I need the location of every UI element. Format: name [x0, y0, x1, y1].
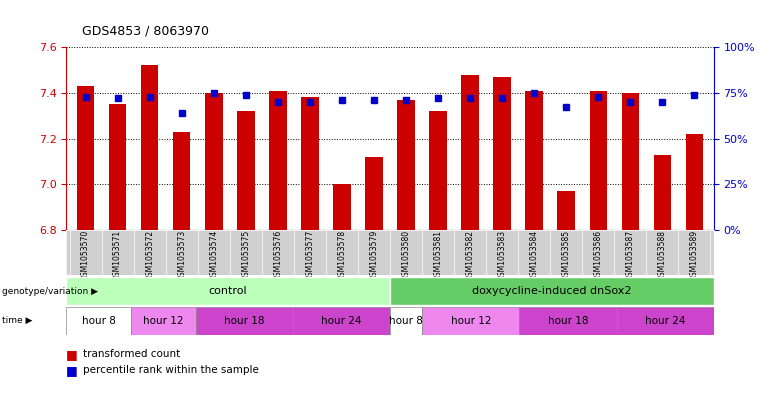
- Bar: [333, 184, 351, 230]
- Bar: [66, 307, 131, 335]
- Bar: [173, 132, 190, 230]
- Bar: [76, 86, 94, 230]
- Bar: [429, 111, 447, 230]
- Text: genotype/variation ▶: genotype/variation ▶: [2, 287, 98, 296]
- Bar: [558, 191, 575, 230]
- Bar: [269, 90, 286, 230]
- Bar: [397, 100, 415, 230]
- Bar: [237, 111, 254, 230]
- Text: hour 24: hour 24: [645, 316, 686, 326]
- Text: GDS4853 / 8063970: GDS4853 / 8063970: [82, 24, 209, 37]
- Bar: [590, 90, 607, 230]
- Bar: [526, 90, 543, 230]
- Text: hour 12: hour 12: [451, 316, 491, 326]
- Bar: [66, 277, 390, 305]
- Bar: [461, 75, 479, 230]
- Text: control: control: [209, 286, 247, 296]
- Text: hour 12: hour 12: [144, 316, 183, 326]
- Text: hour 18: hour 18: [224, 316, 264, 326]
- Bar: [423, 307, 519, 335]
- Bar: [293, 307, 390, 335]
- Bar: [141, 66, 158, 230]
- Bar: [390, 277, 714, 305]
- Text: ■: ■: [66, 364, 78, 377]
- Text: hour 24: hour 24: [321, 316, 362, 326]
- Text: percentile rank within the sample: percentile rank within the sample: [83, 365, 259, 375]
- Bar: [131, 307, 196, 335]
- Bar: [205, 93, 222, 230]
- Bar: [494, 77, 511, 230]
- Bar: [654, 154, 672, 230]
- Bar: [301, 97, 319, 230]
- Bar: [519, 307, 617, 335]
- Text: hour 8: hour 8: [389, 316, 423, 326]
- Bar: [196, 307, 293, 335]
- Text: hour 8: hour 8: [82, 316, 115, 326]
- Bar: [686, 134, 704, 230]
- Text: ■: ■: [66, 348, 78, 361]
- Bar: [622, 93, 639, 230]
- Text: hour 18: hour 18: [548, 316, 588, 326]
- Text: time ▶: time ▶: [2, 316, 32, 325]
- Text: doxycycline-induced dnSox2: doxycycline-induced dnSox2: [472, 286, 632, 296]
- Bar: [390, 307, 423, 335]
- Bar: [108, 104, 126, 230]
- Text: transformed count: transformed count: [83, 349, 181, 360]
- Bar: [617, 307, 714, 335]
- Bar: [365, 157, 383, 230]
